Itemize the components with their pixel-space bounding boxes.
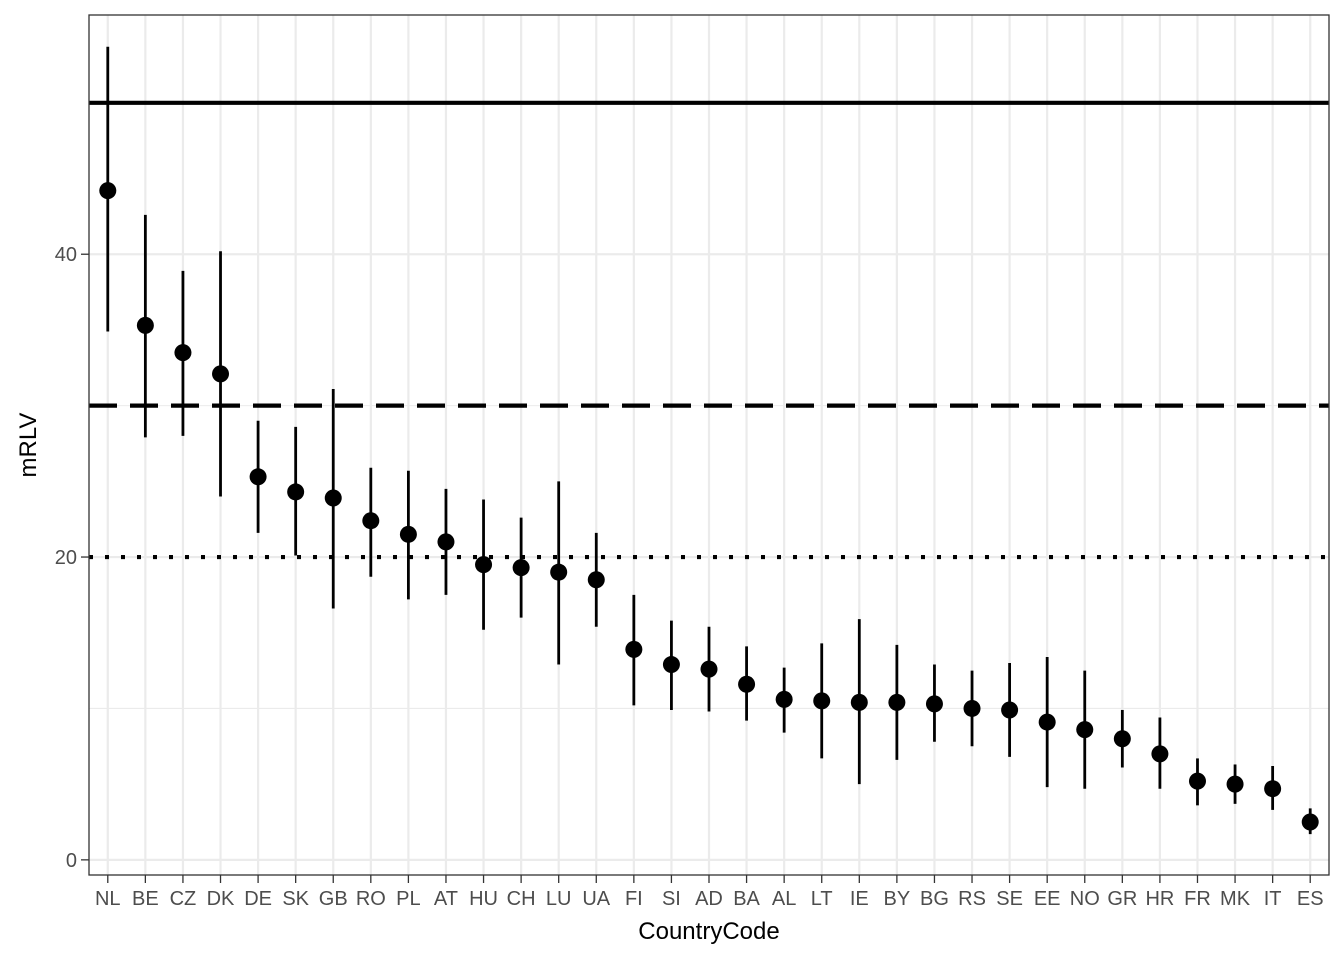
x-tick-label-sk: SK <box>282 888 309 910</box>
data-point-fi <box>625 640 643 658</box>
data-point-es <box>1301 813 1319 831</box>
x-tick-label-lu: LU <box>546 888 572 910</box>
y-axis-title: mRLV <box>15 413 42 478</box>
x-tick-label-hr: HR <box>1145 888 1174 910</box>
x-tick-label-se: SE <box>996 888 1023 910</box>
points <box>99 182 1319 831</box>
x-tick-label-de: DE <box>244 888 272 910</box>
x-tick-label-by: BY <box>884 888 911 910</box>
x-tick-label-fi: FI <box>625 888 643 910</box>
data-point-al <box>775 690 793 708</box>
data-point-sk <box>287 483 305 501</box>
y-tick-label: 20 <box>55 547 77 569</box>
data-point-be <box>136 316 154 334</box>
x-tick-label-al: AL <box>772 888 796 910</box>
data-point-ad <box>700 660 718 678</box>
data-point-hu <box>475 556 493 574</box>
data-point-bg <box>925 695 943 713</box>
data-point-si <box>662 656 680 674</box>
data-point-de <box>249 468 267 486</box>
data-point-rs <box>963 699 981 717</box>
x-tick-label-lt: LT <box>811 888 833 910</box>
data-point-no <box>1076 721 1094 739</box>
data-point-se <box>1001 701 1019 719</box>
data-point-fr <box>1188 772 1206 790</box>
x-tick-label-ua: UA <box>582 888 610 910</box>
data-point-hr <box>1151 745 1169 763</box>
y-tick-label: 0 <box>66 850 77 872</box>
data-point-mk <box>1226 775 1244 793</box>
data-point-lu <box>550 563 568 581</box>
x-tick-label-ee: EE <box>1034 888 1061 910</box>
x-tick-label-dk: DK <box>207 888 235 910</box>
data-point-lt <box>813 692 831 710</box>
x-tick-label-be: BE <box>132 888 159 910</box>
data-point-at <box>437 533 455 551</box>
data-point-cz <box>174 344 192 362</box>
data-point-ee <box>1038 713 1056 731</box>
x-tick-label-hu: HU <box>469 888 498 910</box>
y-axis: 0 20 40 <box>55 244 89 872</box>
reference-lines <box>89 100 1329 560</box>
x-tick-label-rs: RS <box>958 888 986 910</box>
x-axis-title: CountryCode <box>638 918 779 945</box>
x-tick-label-es: ES <box>1297 888 1324 910</box>
data-point-ro <box>362 512 380 530</box>
data-point-by <box>888 693 906 711</box>
data-point-ie <box>850 693 868 711</box>
data-point-gr <box>1113 730 1131 748</box>
data-point-ch <box>512 559 530 577</box>
x-tick-label-ba: BA <box>733 888 760 910</box>
x-tick-label-ch: CH <box>507 888 536 910</box>
data-point-nl <box>99 182 117 200</box>
data-point-ua <box>587 571 605 589</box>
x-tick-label-nl: NL <box>95 888 121 910</box>
x-tick-label-gr: GR <box>1107 888 1137 910</box>
data-point-ba <box>738 675 756 693</box>
y-tick-label: 40 <box>55 244 77 266</box>
x-tick-label-pl: PL <box>396 888 420 910</box>
data-point-gb <box>324 489 342 507</box>
x-tick-label-fr: FR <box>1184 888 1211 910</box>
x-tick-label-ad: AD <box>695 888 723 910</box>
x-tick-label-ie: IE <box>850 888 869 910</box>
x-tick-label-mk: MK <box>1220 888 1251 910</box>
x-tick-label-si: SI <box>662 888 681 910</box>
data-point-dk <box>212 365 230 383</box>
data-point-pl <box>399 525 417 543</box>
x-tick-label-bg: BG <box>920 888 949 910</box>
x-axis: NL BE CZ DK DE SK GB RO PL AT HU CH LU UA FI SI AD BA AL LT… <box>95 875 1324 910</box>
x-tick-label-cz: CZ <box>170 888 197 910</box>
x-tick-label-at: AT <box>434 888 458 910</box>
data-point-it <box>1264 780 1282 798</box>
x-tick-label-it: IT <box>1264 888 1282 910</box>
x-tick-label-gb: GB <box>319 888 348 910</box>
x-tick-label-ro: RO <box>356 888 386 910</box>
x-tick-label-no: NO <box>1070 888 1100 910</box>
